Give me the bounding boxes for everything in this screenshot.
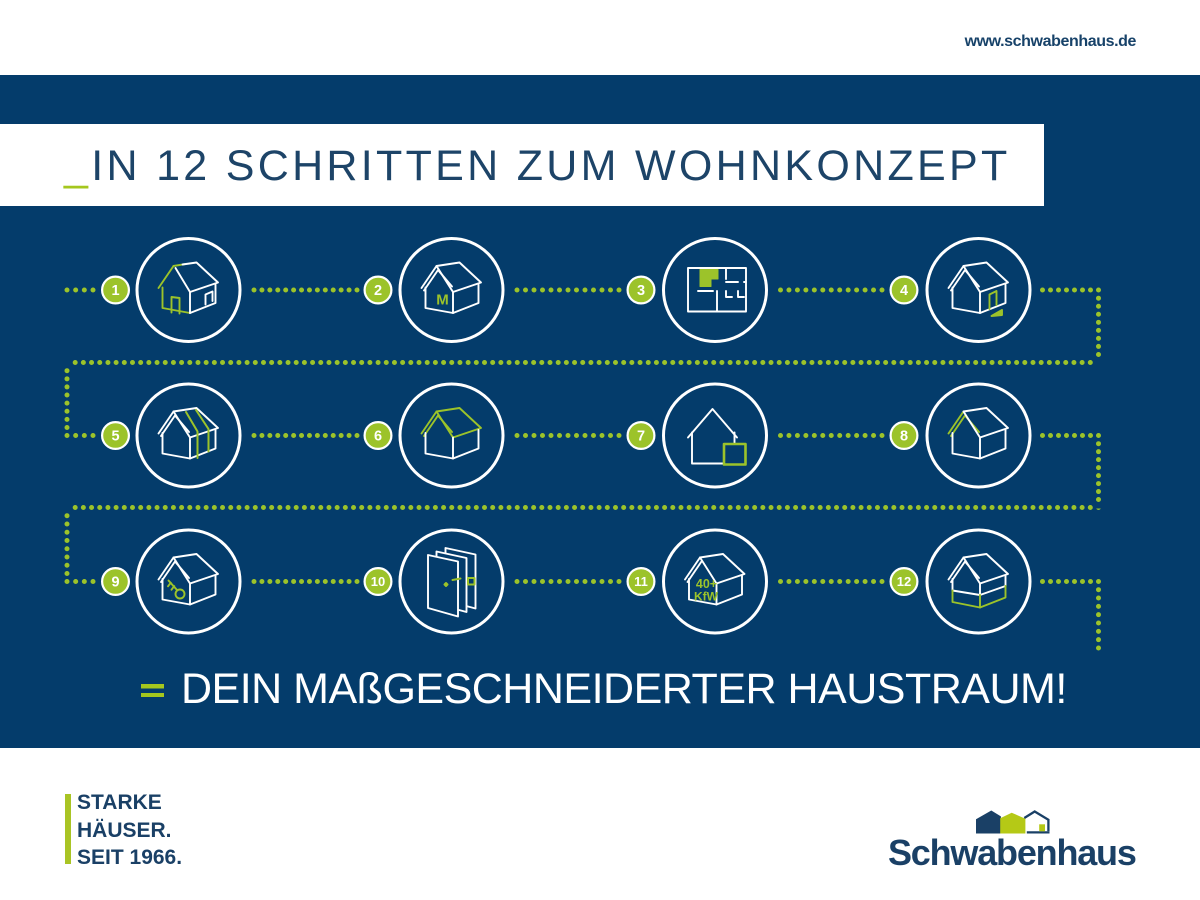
svg-text:7: 7: [637, 429, 645, 445]
svg-text:40+: 40+: [696, 577, 717, 591]
svg-text:KfW: KfW: [694, 590, 719, 604]
svg-text:6: 6: [374, 429, 382, 445]
svg-text:9: 9: [111, 575, 119, 591]
svg-text:11: 11: [634, 574, 648, 589]
svg-text:8: 8: [900, 429, 908, 445]
svg-text:4: 4: [900, 283, 908, 299]
svg-text:1: 1: [111, 283, 119, 299]
svg-text:2: 2: [374, 283, 382, 299]
svg-text:5: 5: [111, 429, 119, 445]
svg-text:M: M: [436, 292, 449, 309]
svg-text:3: 3: [637, 283, 645, 299]
svg-text:12: 12: [897, 574, 911, 589]
svg-text:10: 10: [371, 574, 385, 589]
